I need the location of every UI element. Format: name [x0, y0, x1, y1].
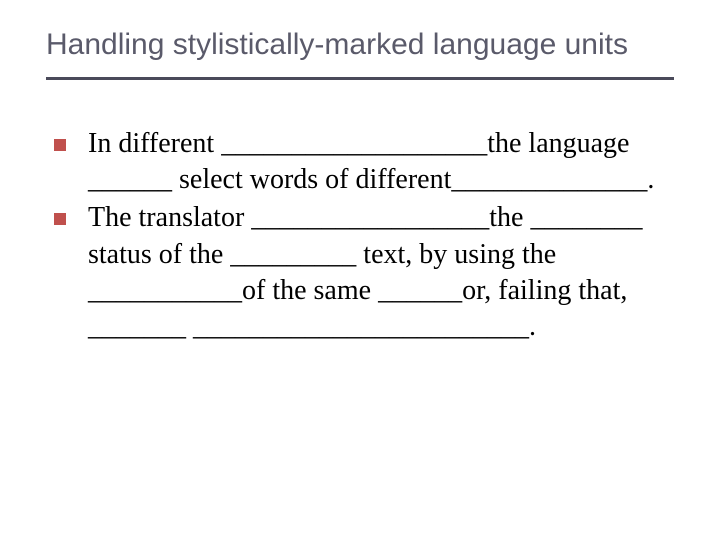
- square-bullet-icon: [54, 213, 66, 225]
- bullet-text: The translator _________________the ____…: [88, 200, 666, 346]
- square-bullet-icon: [54, 139, 66, 151]
- list-item: In different ___________________the lang…: [54, 126, 666, 199]
- title-block: Handling stylistically-marked language u…: [46, 28, 674, 80]
- content-area: In different ___________________the lang…: [46, 86, 674, 346]
- list-item: The translator _________________the ____…: [54, 200, 666, 346]
- title-underline: [46, 77, 674, 80]
- slide-title: Handling stylistically-marked language u…: [46, 28, 674, 63]
- bullet-text: In different ___________________the lang…: [88, 126, 666, 199]
